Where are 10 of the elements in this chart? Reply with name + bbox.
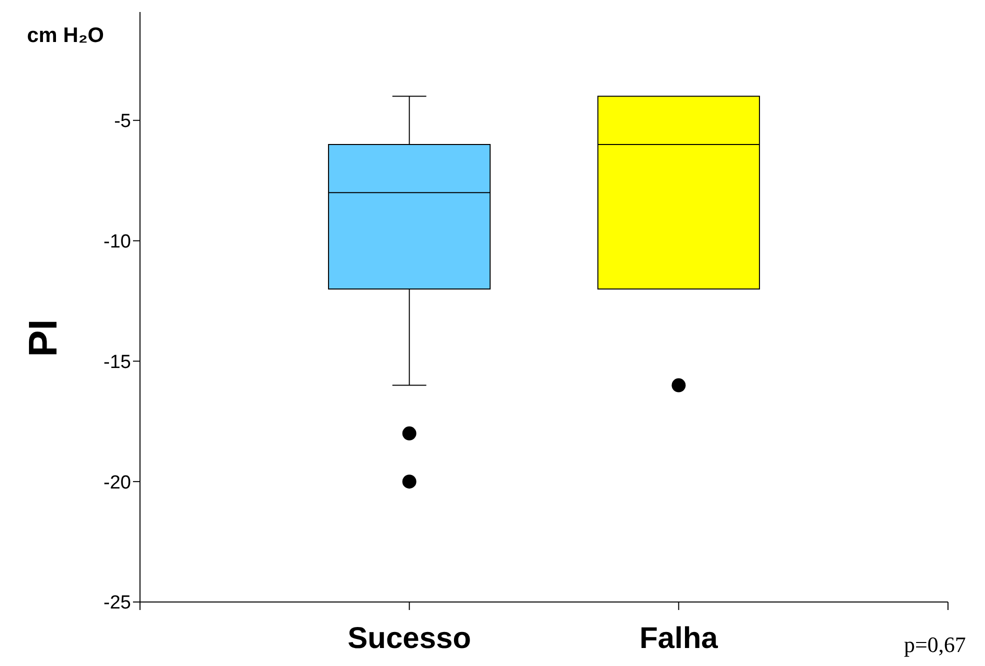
text: p=0,67 <box>904 632 966 658</box>
y-tick-label: -15 <box>104 352 131 373</box>
y-tick-label: -20 <box>104 472 131 494</box>
x-tick-label: Sucesso <box>348 622 472 655</box>
y-tick-label: -5 <box>114 111 131 132</box>
x-tick-label: Falha <box>639 622 718 655</box>
y-tick-label: -25 <box>104 592 131 614</box>
text: cm H₂O <box>27 24 104 48</box>
y-axis-title: PI <box>22 319 66 357</box>
y-tick-label: -10 <box>104 232 131 253</box>
